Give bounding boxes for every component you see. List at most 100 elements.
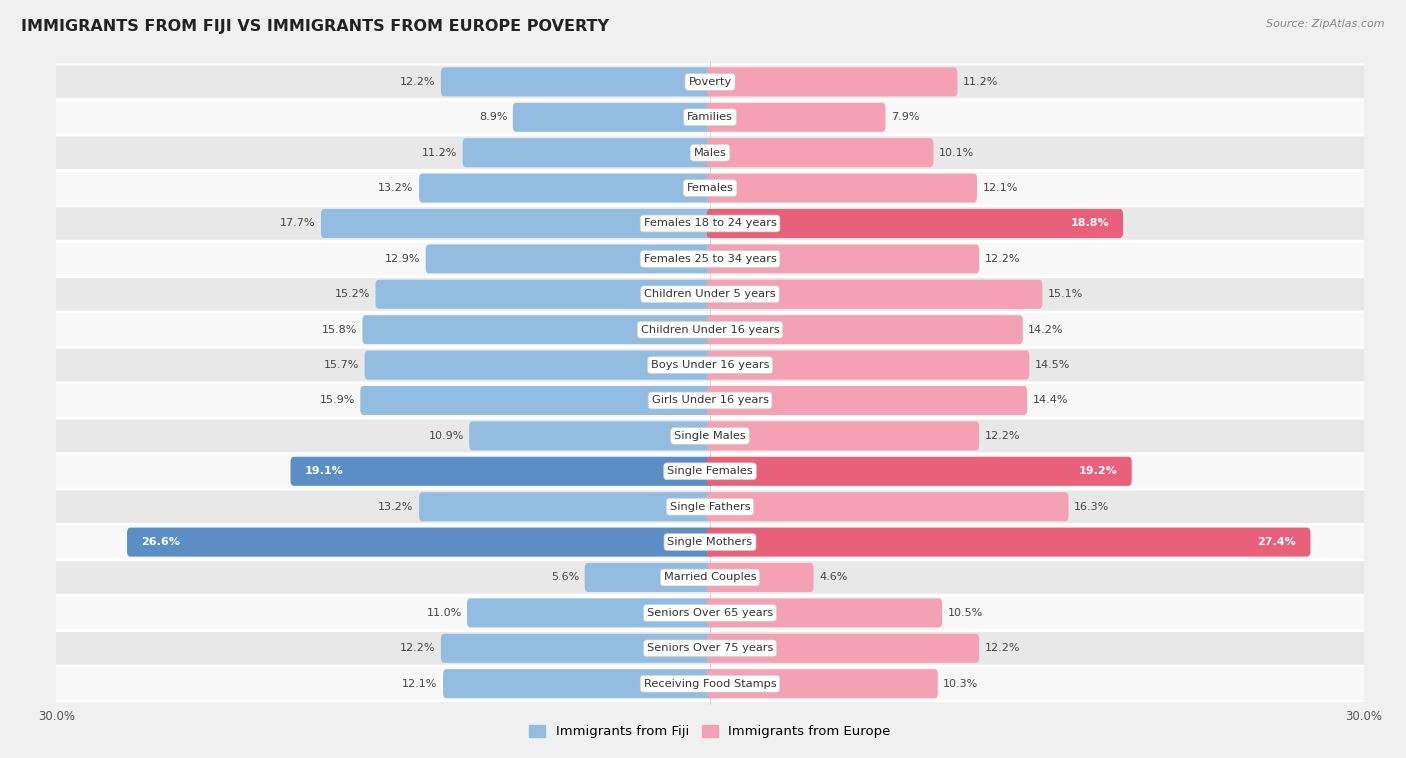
Legend: Immigrants from Fiji, Immigrants from Europe: Immigrants from Fiji, Immigrants from Eu… bbox=[524, 719, 896, 744]
Text: 13.2%: 13.2% bbox=[378, 502, 413, 512]
FancyBboxPatch shape bbox=[45, 631, 1375, 666]
FancyBboxPatch shape bbox=[45, 560, 1375, 595]
Text: 4.6%: 4.6% bbox=[818, 572, 848, 582]
Text: Boys Under 16 years: Boys Under 16 years bbox=[651, 360, 769, 370]
Text: Single Males: Single Males bbox=[673, 431, 747, 441]
FancyBboxPatch shape bbox=[707, 492, 1069, 522]
Text: Females 25 to 34 years: Females 25 to 34 years bbox=[644, 254, 776, 264]
FancyBboxPatch shape bbox=[45, 312, 1375, 347]
FancyBboxPatch shape bbox=[363, 315, 713, 344]
Text: Single Fathers: Single Fathers bbox=[669, 502, 751, 512]
Text: 10.1%: 10.1% bbox=[939, 148, 974, 158]
Text: Children Under 5 years: Children Under 5 years bbox=[644, 290, 776, 299]
FancyBboxPatch shape bbox=[45, 666, 1375, 701]
FancyBboxPatch shape bbox=[45, 454, 1375, 489]
Text: 12.2%: 12.2% bbox=[399, 77, 436, 87]
FancyBboxPatch shape bbox=[45, 136, 1375, 170]
FancyBboxPatch shape bbox=[291, 457, 713, 486]
FancyBboxPatch shape bbox=[707, 138, 934, 168]
FancyBboxPatch shape bbox=[45, 383, 1375, 418]
FancyBboxPatch shape bbox=[426, 244, 713, 274]
Text: Seniors Over 65 years: Seniors Over 65 years bbox=[647, 608, 773, 618]
Text: 17.7%: 17.7% bbox=[280, 218, 315, 228]
Text: 12.2%: 12.2% bbox=[984, 254, 1021, 264]
FancyBboxPatch shape bbox=[364, 351, 713, 380]
Text: 8.9%: 8.9% bbox=[479, 112, 508, 122]
FancyBboxPatch shape bbox=[441, 67, 713, 96]
FancyBboxPatch shape bbox=[707, 528, 1310, 556]
Text: 10.5%: 10.5% bbox=[948, 608, 983, 618]
FancyBboxPatch shape bbox=[127, 528, 713, 556]
FancyBboxPatch shape bbox=[45, 206, 1375, 241]
Text: 19.2%: 19.2% bbox=[1078, 466, 1118, 476]
FancyBboxPatch shape bbox=[321, 209, 713, 238]
Text: Females 18 to 24 years: Females 18 to 24 years bbox=[644, 218, 776, 228]
FancyBboxPatch shape bbox=[707, 209, 1123, 238]
FancyBboxPatch shape bbox=[45, 64, 1375, 99]
FancyBboxPatch shape bbox=[707, 315, 1022, 344]
FancyBboxPatch shape bbox=[441, 634, 713, 662]
FancyBboxPatch shape bbox=[585, 563, 713, 592]
Text: 27.4%: 27.4% bbox=[1257, 537, 1296, 547]
Text: 10.9%: 10.9% bbox=[429, 431, 464, 441]
Text: 18.8%: 18.8% bbox=[1070, 218, 1109, 228]
FancyBboxPatch shape bbox=[45, 418, 1375, 453]
Text: Seniors Over 75 years: Seniors Over 75 years bbox=[647, 644, 773, 653]
Text: 15.8%: 15.8% bbox=[322, 324, 357, 335]
FancyBboxPatch shape bbox=[467, 598, 713, 628]
Text: 11.2%: 11.2% bbox=[963, 77, 998, 87]
FancyBboxPatch shape bbox=[707, 457, 1132, 486]
FancyBboxPatch shape bbox=[45, 100, 1375, 135]
FancyBboxPatch shape bbox=[707, 563, 814, 592]
FancyBboxPatch shape bbox=[419, 174, 713, 202]
Text: 19.1%: 19.1% bbox=[305, 466, 343, 476]
Text: 14.5%: 14.5% bbox=[1035, 360, 1070, 370]
FancyBboxPatch shape bbox=[45, 525, 1375, 559]
FancyBboxPatch shape bbox=[707, 351, 1029, 380]
FancyBboxPatch shape bbox=[375, 280, 713, 309]
Text: IMMIGRANTS FROM FIJI VS IMMIGRANTS FROM EUROPE POVERTY: IMMIGRANTS FROM FIJI VS IMMIGRANTS FROM … bbox=[21, 19, 609, 34]
Text: 26.6%: 26.6% bbox=[141, 537, 180, 547]
FancyBboxPatch shape bbox=[470, 421, 713, 450]
FancyBboxPatch shape bbox=[45, 596, 1375, 630]
Text: Receiving Food Stamps: Receiving Food Stamps bbox=[644, 678, 776, 689]
Text: Poverty: Poverty bbox=[689, 77, 731, 87]
Text: 12.2%: 12.2% bbox=[984, 644, 1021, 653]
Text: 11.2%: 11.2% bbox=[422, 148, 457, 158]
Text: Source: ZipAtlas.com: Source: ZipAtlas.com bbox=[1267, 19, 1385, 29]
Text: 13.2%: 13.2% bbox=[378, 183, 413, 193]
FancyBboxPatch shape bbox=[443, 669, 713, 698]
Text: 7.9%: 7.9% bbox=[891, 112, 920, 122]
FancyBboxPatch shape bbox=[45, 348, 1375, 383]
Text: 12.9%: 12.9% bbox=[385, 254, 420, 264]
Text: Girls Under 16 years: Girls Under 16 years bbox=[651, 396, 769, 406]
Text: Single Females: Single Females bbox=[668, 466, 752, 476]
FancyBboxPatch shape bbox=[707, 244, 979, 274]
FancyBboxPatch shape bbox=[707, 103, 886, 132]
FancyBboxPatch shape bbox=[707, 669, 938, 698]
FancyBboxPatch shape bbox=[45, 171, 1375, 205]
Text: 15.2%: 15.2% bbox=[335, 290, 370, 299]
FancyBboxPatch shape bbox=[707, 634, 979, 662]
Text: Married Couples: Married Couples bbox=[664, 572, 756, 582]
Text: 14.4%: 14.4% bbox=[1032, 396, 1069, 406]
FancyBboxPatch shape bbox=[707, 598, 942, 628]
FancyBboxPatch shape bbox=[45, 242, 1375, 276]
Text: 12.2%: 12.2% bbox=[984, 431, 1021, 441]
Text: 5.6%: 5.6% bbox=[551, 572, 579, 582]
Text: Females: Females bbox=[686, 183, 734, 193]
FancyBboxPatch shape bbox=[419, 492, 713, 522]
Text: 12.2%: 12.2% bbox=[399, 644, 436, 653]
Text: 15.1%: 15.1% bbox=[1047, 290, 1083, 299]
Text: 12.1%: 12.1% bbox=[402, 678, 437, 689]
Text: Single Mothers: Single Mothers bbox=[668, 537, 752, 547]
Text: Males: Males bbox=[693, 148, 727, 158]
Text: 15.7%: 15.7% bbox=[323, 360, 359, 370]
FancyBboxPatch shape bbox=[707, 386, 1028, 415]
Text: Families: Families bbox=[688, 112, 733, 122]
FancyBboxPatch shape bbox=[45, 490, 1375, 524]
FancyBboxPatch shape bbox=[360, 386, 713, 415]
Text: 11.0%: 11.0% bbox=[426, 608, 461, 618]
FancyBboxPatch shape bbox=[513, 103, 713, 132]
FancyBboxPatch shape bbox=[707, 421, 979, 450]
